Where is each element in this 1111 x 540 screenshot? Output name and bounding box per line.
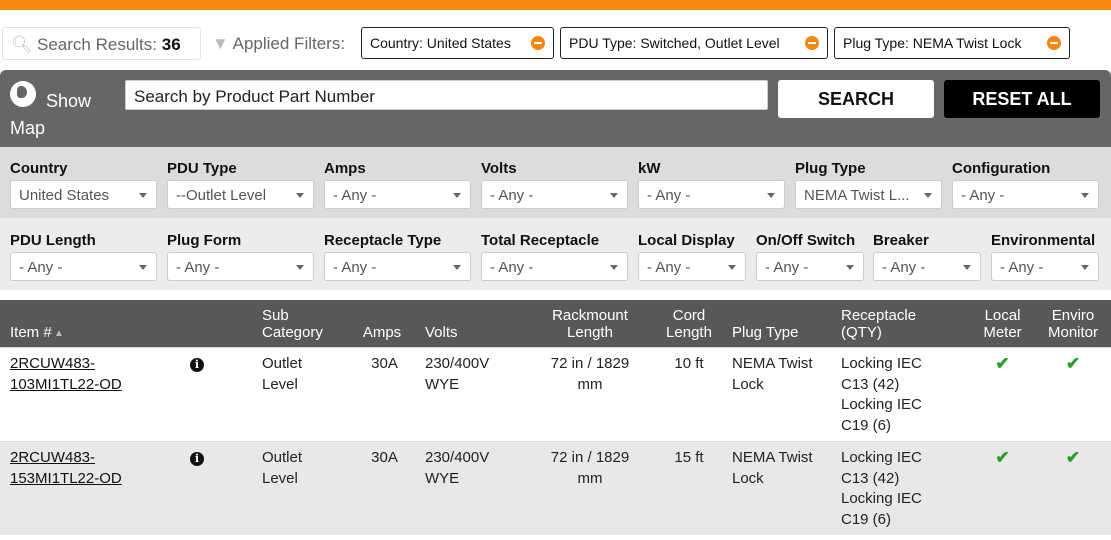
rackmount-length-cell: 72 in / 1829 mm [550, 355, 630, 393]
column-header-plug-type[interactable]: Plug Type [732, 324, 799, 341]
filter-select-kw[interactable]: - Any - [638, 180, 785, 209]
filter-label-pdu-length: PDU Length [10, 232, 96, 249]
table-row [0, 441, 1111, 535]
filter-label-plug-type: Plug Type [795, 160, 866, 177]
filter-select-receptacle-type[interactable]: - Any - [324, 252, 471, 281]
receptacle-cell: Locking IEC C13 (42) Locking IEC C19 (6) [841, 449, 922, 528]
search-icon: 🔍︎ [11, 35, 33, 54]
filter-label-country: Country [10, 160, 68, 177]
check-icon: ✔ [995, 354, 1010, 373]
remove-icon[interactable] [1047, 36, 1061, 50]
filter-label-kw: kW [638, 160, 661, 177]
filter-chip-pdu-type[interactable]: PDU Type: Switched, Outlet Level [560, 27, 828, 59]
filter-select-breaker[interactable]: - Any - [873, 252, 981, 281]
table-header [0, 300, 1111, 347]
filter-label-configuration: Configuration [952, 160, 1051, 177]
rackmount-length-cell: 72 in / 1829 mm [550, 449, 630, 487]
column-header-cord-length[interactable]: Cord Length [666, 307, 712, 341]
filter-label-volts: Volts [481, 160, 517, 177]
column-header-volts[interactable]: Volts [425, 324, 458, 341]
part-number-search-input[interactable]: Search by Product Part Number [125, 80, 768, 110]
filter-select-pdu-type[interactable]: --Outlet Level [167, 180, 314, 209]
filter-select-environmental[interactable]: - Any - [991, 252, 1099, 281]
search-results-count: 🔍︎ Search Results: 36 [2, 27, 201, 60]
filter-label-on-off-switch: On/Off Switch [756, 232, 856, 249]
plug-type-cell: NEMA Twist Lock [732, 355, 813, 393]
column-header-local-meter[interactable]: Local Meter [983, 307, 1022, 341]
table-row [0, 347, 1111, 441]
column-header-rackmount-length[interactable]: Rackmount Length [552, 307, 628, 341]
reset-all-button[interactable]: RESET ALL [944, 80, 1100, 118]
remove-icon[interactable] [531, 36, 545, 50]
column-header-receptacle-qty[interactable]: Receptacle (QTY) [841, 307, 917, 341]
column-header-enviro-monitor[interactable]: Enviro Monitor [1047, 307, 1099, 341]
amps-cell: 30A [371, 355, 398, 372]
sub-category-cell: Outlet Level [262, 355, 303, 393]
filter-select-volts[interactable]: - Any - [481, 180, 628, 209]
plug-type-cell: NEMA Twist Lock [732, 449, 813, 487]
filter-chip-country[interactable]: Country: United States [361, 27, 554, 59]
top-accent-bar [0, 0, 1111, 10]
column-header-item[interactable]: Item # [10, 324, 52, 341]
filter-label-environmental: Environmental [991, 232, 1096, 249]
filter-label-total-receptacle: Total Receptacle [481, 232, 600, 249]
volts-cell: 230/400V WYE [425, 449, 490, 487]
filter-select-local-display[interactable]: - Any - [638, 252, 746, 281]
filter-chip-plug-type[interactable]: Plug Type: NEMA Twist Lock [834, 27, 1070, 59]
item-number-link[interactable]: 2RCUW483-153MI1TL22-OD [10, 449, 122, 487]
remove-icon[interactable] [805, 36, 819, 50]
filter-select-plug-type[interactable]: NEMA Twist L... [795, 180, 942, 209]
filter-label-pdu-type: PDU Type [167, 160, 237, 177]
filter-icon: ▼ [212, 34, 229, 53]
sub-category-cell: Outlet Level [262, 449, 303, 487]
sort-ascending-icon[interactable]: ▲ [54, 328, 64, 339]
info-icon[interactable]: i [190, 452, 204, 466]
info-icon[interactable]: i [190, 358, 204, 372]
show-map-link[interactable]: Show Map [10, 91, 92, 138]
filter-select-amps[interactable]: - Any - [324, 180, 471, 209]
applied-filters-label: ▼ Applied Filters: [212, 34, 346, 53]
check-icon: ✔ [995, 448, 1010, 467]
receptacle-cell: Locking IEC C13 (42) Locking IEC C19 (6) [841, 355, 922, 434]
filter-select-total-receptacle[interactable]: - Any - [481, 252, 628, 281]
filter-label-amps: Amps [324, 160, 366, 177]
amps-cell: 30A [371, 449, 398, 466]
filter-label-receptacle-type: Receptacle Type [324, 232, 442, 249]
filter-select-on-off-switch[interactable]: - Any - [756, 252, 864, 281]
column-header-amps[interactable]: Amps [362, 324, 402, 341]
volts-cell: 230/400V WYE [425, 355, 490, 393]
filter-select-plug-form[interactable]: - Any - [167, 252, 314, 281]
item-number-link[interactable]: 2RCUW483-103MI1TL22-OD [10, 355, 122, 393]
filter-select-configuration[interactable]: - Any - [952, 180, 1099, 209]
cord-length-cell: 15 ft [674, 449, 704, 466]
filter-label-local-display: Local Display [638, 232, 735, 249]
filter-select-pdu-length[interactable]: - Any - [10, 252, 157, 281]
search-button[interactable]: SEARCH [778, 80, 934, 118]
cord-length-cell: 10 ft [674, 355, 704, 372]
check-icon: ✔ [1065, 354, 1081, 373]
filter-label-breaker: Breaker [873, 232, 929, 249]
globe-icon[interactable] [10, 81, 36, 107]
check-icon: ✔ [1065, 448, 1081, 467]
filter-select-country[interactable]: United States [10, 180, 157, 209]
filter-label-plug-form: Plug Form [167, 232, 242, 249]
column-header-sub-category[interactable]: Sub Category [262, 307, 323, 341]
